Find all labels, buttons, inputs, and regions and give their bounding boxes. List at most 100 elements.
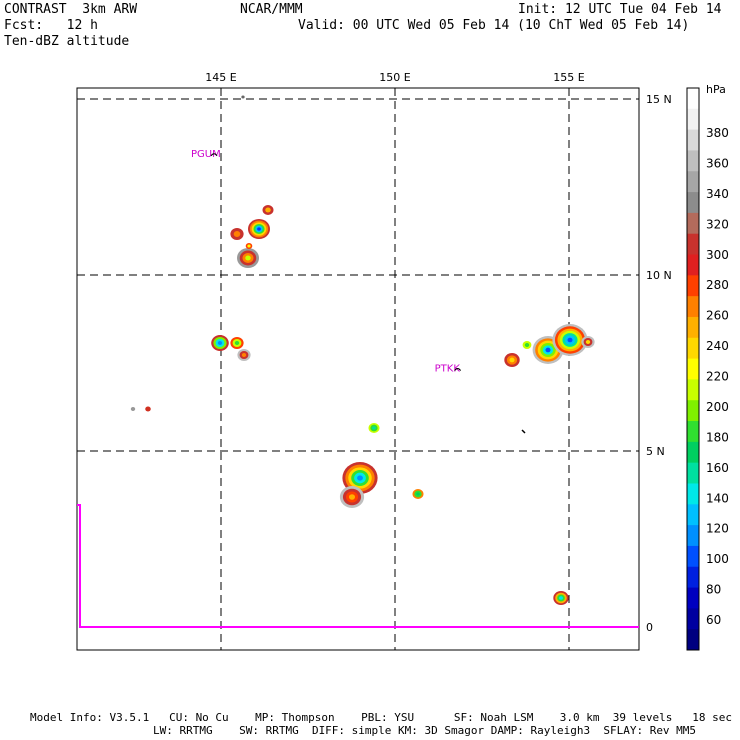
- colorbar-tick-label: 280: [706, 278, 729, 292]
- colorbar-tick-label: 80: [706, 583, 721, 597]
- reflectivity-cell: [522, 341, 532, 349]
- field-name: Ten-dBZ altitude: [4, 34, 130, 49]
- colorbar-tick-label: 320: [706, 217, 729, 231]
- colorbar-swatch: [687, 608, 699, 630]
- reflectivity-contour: [245, 255, 251, 261]
- colorbar-tick-label: 340: [706, 187, 729, 201]
- colorbar-tick-label: 140: [706, 491, 729, 505]
- lat-label: 5 N: [646, 445, 665, 458]
- colorbar-tick-label: 240: [706, 339, 729, 353]
- colorbar-tick-label: 120: [706, 522, 729, 536]
- station-marker: [210, 153, 218, 157]
- reflectivity-contour: [524, 343, 530, 347]
- reflectivity-contour: [241, 353, 247, 357]
- reflectivity-contour: [357, 475, 363, 481]
- colorbar-swatch: [687, 483, 699, 505]
- reflectivity-contour: [257, 227, 261, 231]
- colorbar-swatch: [687, 296, 699, 318]
- reflectivity-cell: [339, 486, 365, 508]
- valid-time: Valid: 00 UTC Wed 05 Feb 14 (10 ChT Wed …: [298, 18, 690, 33]
- colorbar-swatch: [687, 379, 699, 401]
- colorbar-frame: [686, 87, 700, 651]
- institution: NCAR/MMM: [240, 2, 303, 17]
- reflectivity-cell: [248, 219, 270, 239]
- reflectivity-cell: [241, 95, 245, 99]
- colorbar-swatch: [687, 129, 699, 151]
- colorbar-swatch: [687, 358, 699, 380]
- reflectivity-contour: [509, 357, 515, 363]
- model-title: CONTRAST 3km ARW: [4, 2, 138, 17]
- colorbar-tick-label: 200: [706, 400, 729, 414]
- colorbar-tick-label: 160: [706, 461, 729, 475]
- colorbar-swatch: [687, 400, 699, 422]
- reflectivity-contour: [234, 341, 240, 345]
- colorbar-tick-label: 100: [706, 552, 729, 566]
- station-label: PTKK: [435, 364, 461, 375]
- reflectivity-contour: [265, 207, 271, 213]
- reflectivity-contour: [348, 494, 356, 500]
- reflectivity-cell: [342, 462, 378, 494]
- reflectivity-cell: [412, 489, 424, 499]
- colorbar-tick-label: 60: [706, 613, 721, 627]
- colorbar-swatch: [687, 629, 699, 651]
- forecast-hour: Fcst: 12 h: [4, 18, 98, 33]
- lon-label: 155 E: [553, 71, 584, 84]
- reflectivity-cell: [552, 324, 588, 356]
- reflectivity-cell: [237, 248, 259, 268]
- colorbar-swatch: [687, 108, 699, 131]
- colorbar-swatch: [687, 150, 699, 172]
- colorbar-tick-label: 180: [706, 430, 729, 444]
- reflectivity-contour: [145, 406, 151, 412]
- colorbar-tick-label: 260: [706, 309, 729, 323]
- lon-label: 150 E: [379, 71, 410, 84]
- reflectivity-contour: [416, 492, 420, 496]
- colorbar-swatch: [687, 525, 699, 547]
- colorbar-swatch: [687, 337, 699, 360]
- reflectivity-cell: [245, 243, 253, 249]
- reflectivity-cell: [130, 407, 136, 411]
- island-outline: [521, 429, 526, 434]
- lon-label: 145 E: [205, 71, 236, 84]
- lat-label: 0: [646, 621, 653, 634]
- reflectivity-cell: [145, 406, 151, 412]
- reflectivity-cell: [237, 349, 251, 361]
- colorbar-tick-label: 360: [706, 156, 729, 170]
- reflectivity-contour: [585, 340, 591, 344]
- reflectivity-cell: [581, 336, 595, 348]
- reflectivity-cell: [262, 205, 274, 215]
- colorbar-swatch: [687, 212, 699, 235]
- reflectivity-contour: [545, 347, 551, 353]
- reflectivity-contour: [241, 95, 245, 99]
- reflectivity-cell: [368, 423, 380, 433]
- colorbar-swatch: [687, 316, 699, 339]
- reflectivity-cell: [230, 228, 244, 240]
- lat-label: 10 N: [646, 269, 672, 282]
- reflectivity-cell: [553, 591, 569, 605]
- plot-frame: [76, 87, 640, 651]
- reflectivity-contour: [233, 231, 241, 237]
- reflectivity-cell: [230, 337, 244, 349]
- reflectivity-contour: [217, 341, 223, 345]
- colorbar-swatch: [687, 254, 699, 276]
- colorbar-unit: hPa: [706, 83, 726, 96]
- reflectivity-contour: [372, 426, 376, 430]
- colorbar-swatch: [687, 545, 699, 568]
- init-time: Init: 12 UTC Tue 04 Feb 14: [518, 2, 722, 17]
- colorbar-tick-label: 380: [706, 126, 729, 140]
- model-info-line-2: LW: RRTMG SW: RRTMG DIFF: simple KM: 3D …: [153, 724, 697, 737]
- reflectivity-contour: [567, 337, 573, 343]
- colorbar-swatch: [687, 88, 699, 110]
- colorbar-swatch: [687, 587, 699, 609]
- reflectivity-contour: [247, 244, 251, 248]
- colorbar-swatch: [687, 233, 699, 256]
- colorbar-swatch: [687, 462, 699, 484]
- colorbar-swatch: [687, 566, 699, 589]
- domain-boundary: [77, 504, 639, 628]
- reflectivity-contour: [130, 407, 136, 411]
- colorbar-swatch: [687, 171, 699, 193]
- lat-label: 15 N: [646, 93, 672, 106]
- reflectivity-contour: [559, 596, 563, 600]
- colorbar-swatch: [687, 421, 699, 443]
